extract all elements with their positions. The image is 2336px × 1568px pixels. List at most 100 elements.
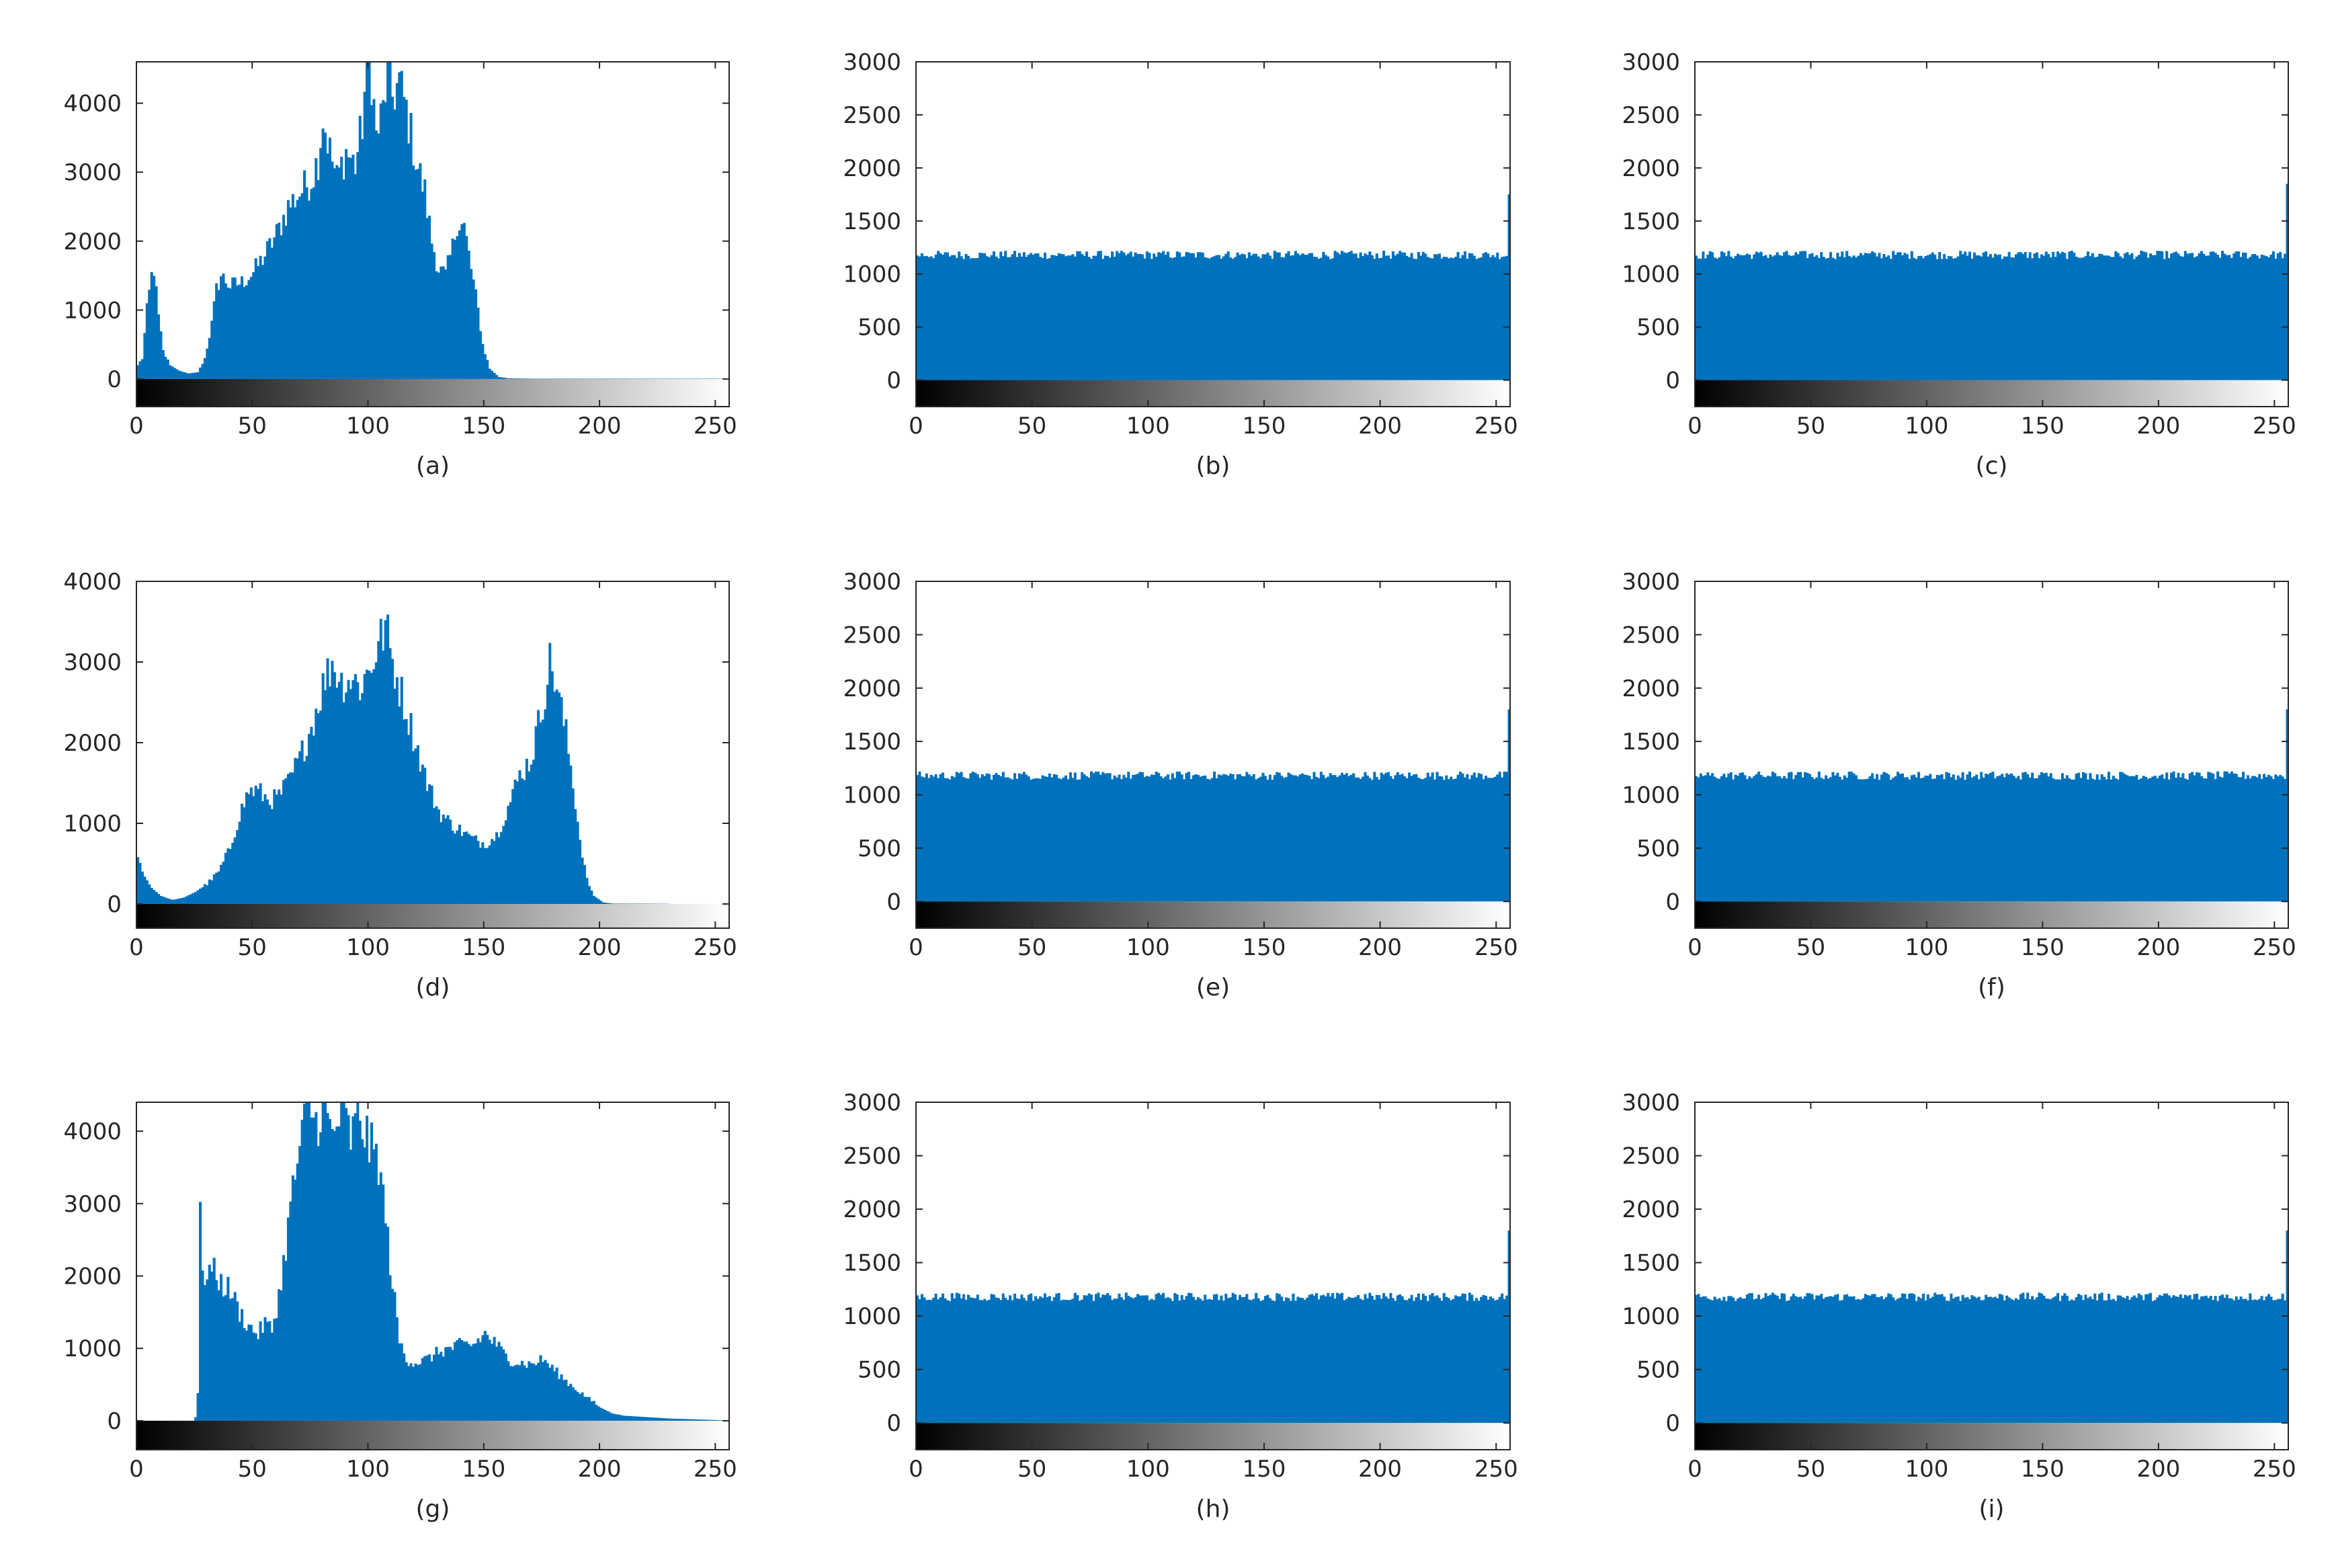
histogram-bar — [1940, 774, 1944, 902]
histogram-bar — [2170, 253, 2173, 380]
histogram-bar — [2010, 1298, 2013, 1423]
histogram-bar — [1873, 778, 1876, 902]
histogram-bar — [608, 1412, 612, 1421]
histogram-bar — [395, 1317, 399, 1421]
histogram-bar — [1857, 779, 1860, 902]
histogram-bar — [472, 279, 475, 379]
histogram-bar — [1417, 1293, 1420, 1423]
histogram-bar — [2153, 255, 2157, 380]
histogram-bar — [215, 283, 218, 379]
histogram-bar — [236, 830, 239, 904]
histogram-bar — [1866, 778, 1870, 902]
histogram-bar — [1487, 778, 1490, 902]
histogram-bar — [1208, 779, 1212, 902]
histogram-bar — [978, 252, 982, 380]
histogram-bar — [717, 1419, 720, 1421]
histogram-bar — [1780, 255, 1784, 380]
histogram-bar — [155, 892, 158, 904]
histogram-bar — [228, 849, 232, 904]
histogram-bar — [263, 794, 267, 904]
histogram-bar — [446, 815, 450, 904]
histogram-bar — [345, 692, 348, 904]
histogram-bar — [2031, 772, 2034, 902]
histogram-bar — [932, 258, 935, 380]
histogram-bar — [1917, 255, 1921, 380]
histogram-bar — [372, 1149, 376, 1421]
histogram-bar — [1922, 258, 1925, 380]
histogram-bar — [958, 773, 961, 902]
histogram-bar — [1822, 779, 1825, 902]
histogram-bar — [1801, 251, 1804, 380]
histogram-bar — [1780, 1293, 1784, 1423]
histogram-bar — [555, 689, 558, 904]
histogram-bar — [1882, 254, 1886, 380]
histogram-bar — [581, 378, 584, 379]
histogram-bar — [296, 200, 299, 379]
histogram-bar — [1964, 780, 1967, 902]
histogram-bar — [1787, 255, 1791, 380]
histogram-bar — [1006, 257, 1009, 380]
histogram-bar — [1892, 251, 1895, 380]
histogram-bar — [1737, 253, 1740, 380]
histogram-bar — [2253, 1299, 2257, 1423]
histogram-bar — [307, 733, 310, 904]
histogram-bar — [1065, 256, 1068, 380]
histogram-bar — [1094, 1294, 1097, 1423]
histogram-bar — [2024, 252, 2027, 380]
histogram-bar — [1362, 256, 1365, 380]
histogram-bar — [1884, 257, 1888, 380]
histogram-bar — [541, 1362, 544, 1421]
histogram-bar — [948, 1301, 952, 1423]
histogram-bar — [1501, 777, 1504, 902]
histogram-bar — [525, 378, 528, 379]
histogram-bar — [1396, 772, 1399, 902]
histogram-bar — [1310, 253, 1314, 380]
histogram-bar — [185, 372, 188, 379]
histogram-bar — [1224, 774, 1228, 902]
x-tick-label: 50 — [1796, 934, 1825, 961]
x-tick-label: 150 — [2021, 934, 2064, 961]
histogram-bar — [368, 62, 371, 379]
histogram-bar — [2281, 776, 2284, 902]
histogram-bar — [1310, 779, 1314, 902]
histogram-bar — [2001, 259, 2004, 380]
histogram-bar — [1132, 1298, 1135, 1423]
histogram-bar — [2214, 779, 2217, 902]
histogram-bar — [2198, 772, 2201, 902]
histogram-bar — [451, 238, 454, 379]
histogram-bar — [2198, 1299, 2201, 1423]
histogram-bar — [215, 1280, 218, 1421]
histogram-bar — [175, 369, 179, 379]
histogram-bar — [1020, 1294, 1024, 1423]
histogram-bar — [310, 727, 313, 904]
histogram-bar — [2063, 778, 2067, 902]
histogram-bar — [1396, 1295, 1399, 1423]
histogram-bar — [560, 1374, 563, 1421]
histogram-bar — [1966, 255, 1969, 380]
histogram-bar — [1998, 1294, 2001, 1423]
histogram-bar — [1792, 1294, 1795, 1423]
histogram-bar — [950, 255, 954, 380]
histogram-bar — [1493, 257, 1497, 380]
histogram-bar — [2239, 777, 2243, 902]
histogram-bar — [307, 200, 310, 379]
histogram-bar — [532, 759, 536, 904]
histogram-bar — [2007, 1297, 2011, 1423]
histogram-bar — [203, 884, 206, 904]
histogram-bar — [1901, 1293, 1905, 1423]
histogram-bar — [2017, 252, 2020, 380]
histogram-bar — [1956, 775, 1960, 902]
histogram-bar — [1217, 1300, 1220, 1423]
histogram-bar — [1164, 776, 1167, 902]
histogram-bar — [2228, 1298, 2231, 1423]
histogram-bar — [192, 893, 195, 904]
histogram-bar — [1836, 772, 1839, 902]
histogram-bar — [1150, 1298, 1153, 1423]
histogram-bar — [1468, 253, 1471, 380]
histogram-bar — [2036, 1297, 2039, 1423]
histogram-bar — [2177, 253, 2180, 380]
histogram-bar — [1143, 777, 1146, 902]
histogram-bar — [328, 1119, 332, 1421]
histogram-bar — [1825, 1296, 1828, 1423]
histogram-bar — [1435, 1295, 1439, 1423]
